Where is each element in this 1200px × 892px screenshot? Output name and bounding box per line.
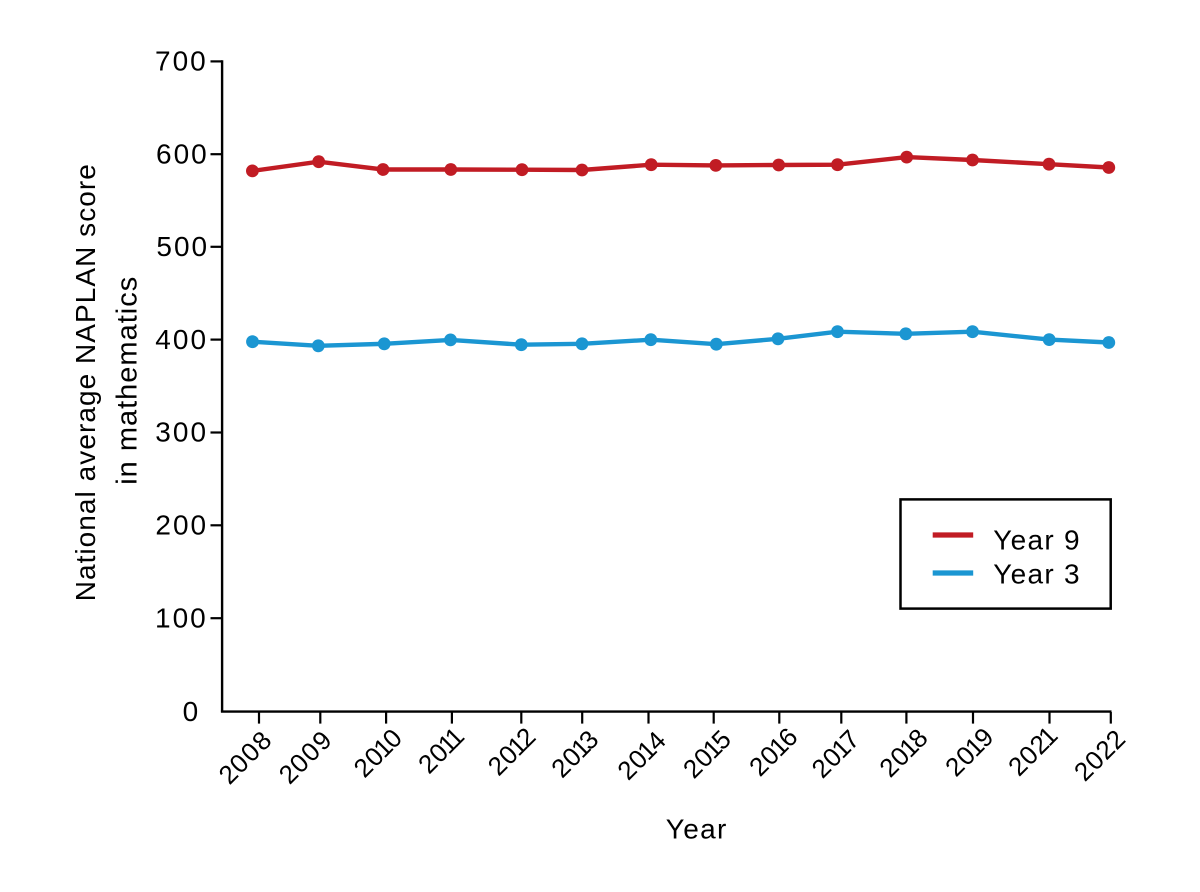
svg-text:in mathematics: in mathematics (111, 276, 143, 485)
svg-text:100: 100 (155, 602, 208, 633)
svg-text:Year: Year (666, 814, 728, 845)
svg-text:200: 200 (155, 510, 208, 541)
svg-text:700: 700 (155, 46, 208, 77)
svg-text:500: 500 (156, 231, 209, 262)
svg-text:300: 300 (155, 417, 208, 448)
svg-text:Year 3: Year 3 (993, 558, 1081, 589)
svg-text:600: 600 (156, 138, 209, 169)
svg-text:Year 9: Year 9 (993, 524, 1081, 555)
svg-text:National average NAPLAN score: National average NAPLAN score (70, 163, 101, 601)
svg-text:400: 400 (155, 324, 208, 355)
svg-text:0: 0 (183, 696, 201, 727)
